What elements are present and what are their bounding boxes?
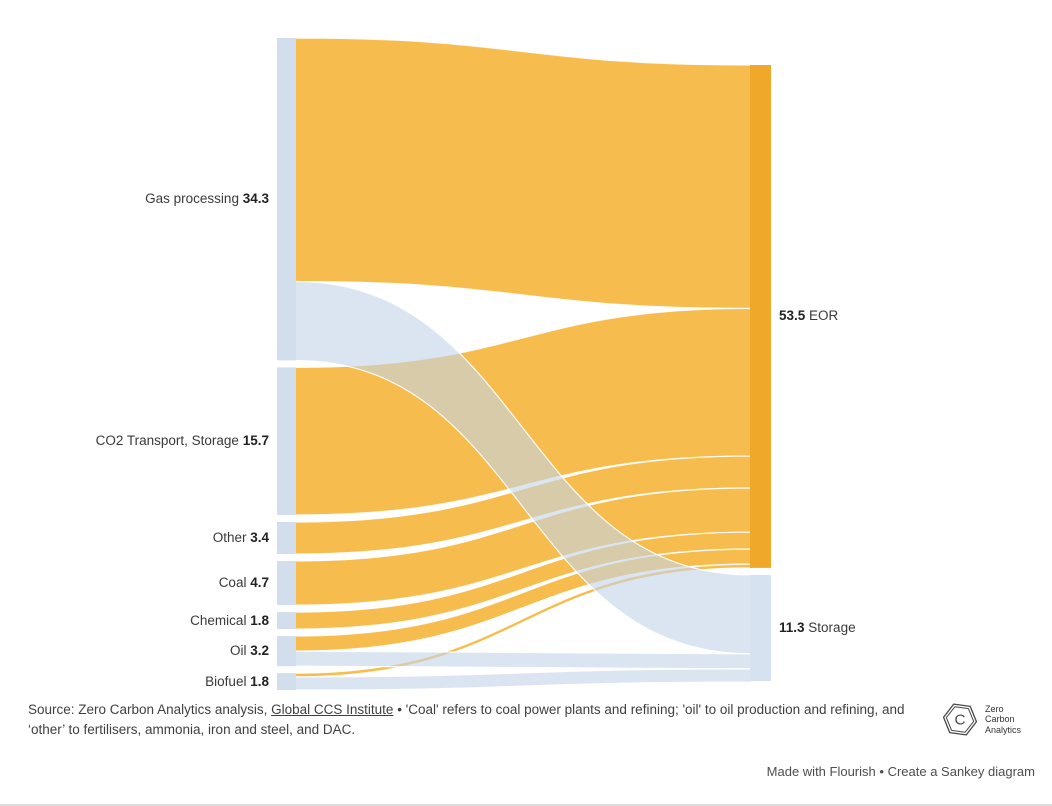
node-label-storage: 11.3 Storage [779, 620, 856, 635]
sankey-link-biofuel-to-storage[interactable] [294, 668, 752, 691]
sankey-chart-canvas [277, 37, 771, 691]
logo-wordmark: Zero Carbon Analytics [985, 704, 1021, 736]
sankey-node-gas-processing[interactable] [277, 38, 296, 361]
sankey-link-oil-to-storage[interactable] [294, 650, 752, 670]
sankey-node-coal[interactable] [277, 560, 296, 606]
source-link[interactable]: Global CCS Institute [271, 702, 394, 717]
node-label-coal: Coal 4.7 [218, 575, 269, 591]
sankey-node-chemical[interactable] [277, 612, 296, 630]
zero-carbon-analytics-logo[interactable]: C Zero Carbon Analytics [941, 700, 1021, 739]
source-note: Source: Zero Carbon Analytics analysis, … [28, 700, 940, 740]
made-with-flourish-link[interactable]: Made with Flourish [766, 764, 876, 779]
node-label-other: Other 3.4 [212, 529, 269, 545]
svg-text:C: C [955, 712, 966, 729]
node-label-eor: 53.5 EOR [779, 308, 839, 324]
source-note-definitions: • 'Coal' refers to coal power plants and… [28, 702, 905, 737]
logo-line-zero: Zero [985, 703, 1004, 714]
sankey-node-eor[interactable] [750, 65, 771, 568]
sankey-node-biofuel[interactable] [277, 673, 296, 691]
sankey-node-other[interactable] [277, 522, 296, 554]
flourish-credit-bar: Made with Flourish • Create a Sankey dia… [767, 764, 1035, 779]
node-label-chemical: Chemical 1.8 [190, 612, 269, 628]
logo-line-analytics: Analytics [985, 724, 1022, 735]
credit-separator: • [879, 764, 884, 779]
sankey-node-storage[interactable] [750, 574, 771, 682]
sankey-node-oil[interactable] [277, 636, 296, 667]
hexagon-c-icon: C [942, 703, 978, 736]
create-sankey-link[interactable]: Create a Sankey diagram [887, 764, 1035, 779]
node-label-co2-transport-storage: CO2 Transport, Storage 15.7 [95, 433, 269, 449]
logo-line-carbon: Carbon [985, 714, 1015, 725]
node-label-oil: Oil 3.2 [229, 643, 269, 659]
source-note-text: Source: Zero Carbon Analytics analysis, [28, 702, 272, 717]
sankey-link-gas-processing-to-eor[interactable] [294, 37, 752, 310]
node-label-biofuel: Biofuel 1.8 [205, 673, 269, 689]
node-label-gas-processing: Gas processing 34.3 [145, 191, 269, 207]
sankey-node-co2-transport-storage[interactable] [277, 367, 296, 515]
